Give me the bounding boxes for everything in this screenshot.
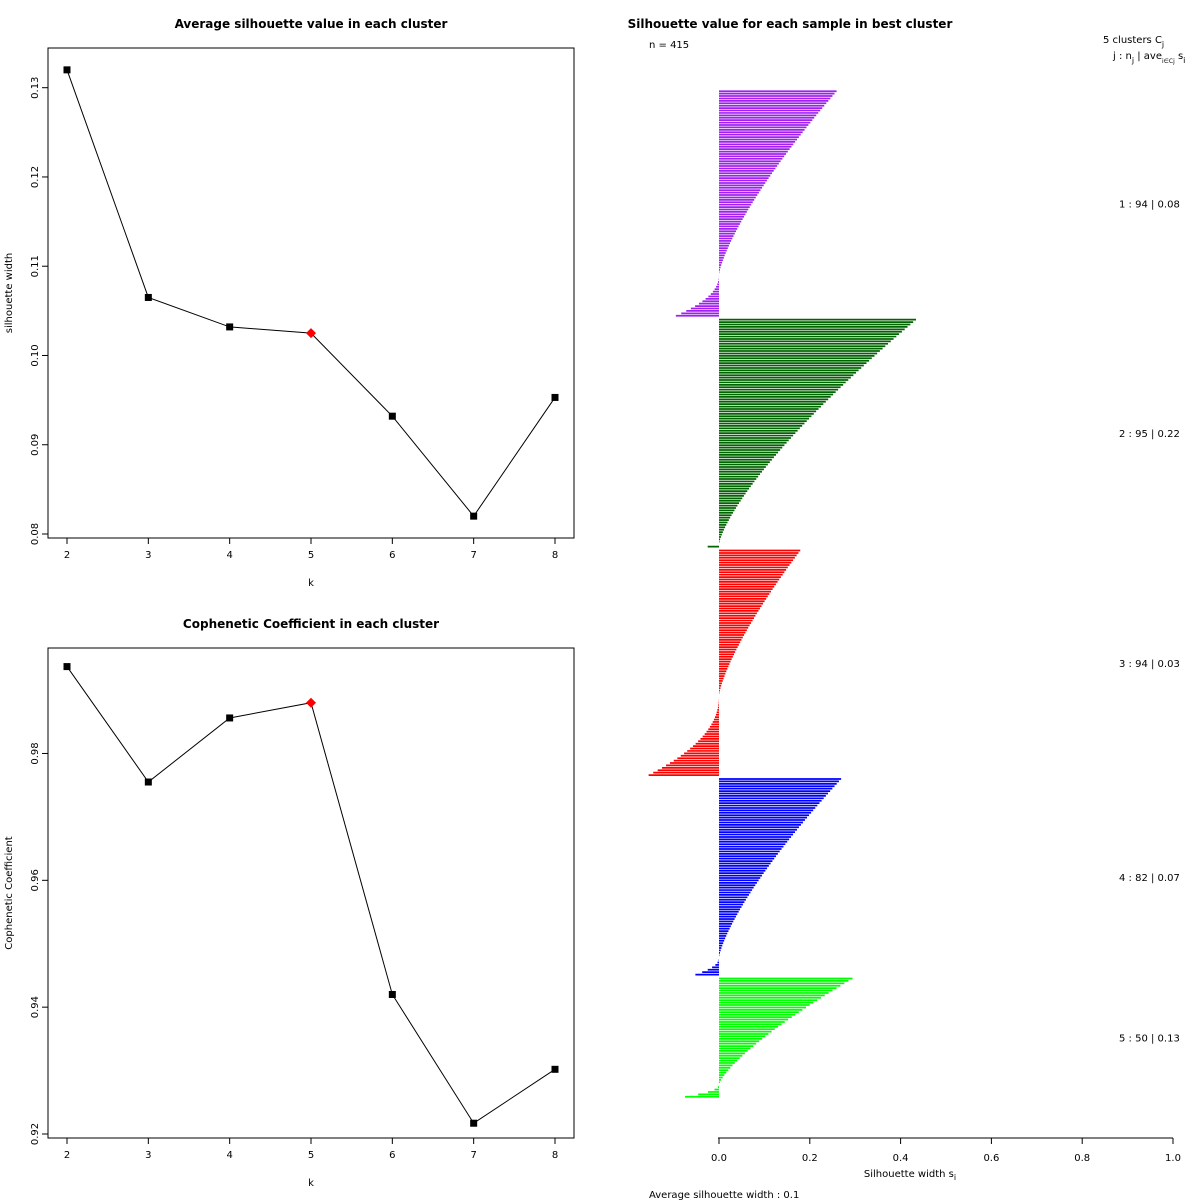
x-tick-label: 3 — [145, 550, 151, 561]
sample-count-label: n = 415 — [649, 40, 689, 51]
x-tick-label: 2 — [64, 550, 70, 561]
data-point-marker — [551, 393, 559, 401]
x-tick-label: 5 — [308, 550, 314, 561]
x-tick-label: 0.0 — [711, 1153, 727, 1164]
y-tick-label: 0.13 — [30, 77, 41, 99]
data-point-marker — [226, 323, 234, 331]
x-tick-label: 0.6 — [983, 1153, 999, 1164]
data-point-marker — [63, 66, 71, 74]
y-tick-label: 0.08 — [30, 523, 41, 545]
cophenetic-y-label: Cophenetic Coefficient — [4, 836, 15, 949]
x-tick-label: 0.8 — [1074, 1153, 1090, 1164]
cophenetic-x-label: k — [308, 1178, 314, 1189]
y-tick-label: 0.10 — [30, 344, 41, 366]
cophenetic-plot-frame — [47, 647, 575, 1139]
silhouette-x-label: k — [308, 578, 314, 589]
x-tick-label: 4 — [226, 1150, 232, 1161]
x-tick-label: 1.0 — [1165, 1153, 1181, 1164]
x-tick-label: 6 — [389, 1150, 395, 1161]
x-tick-label: 4 — [226, 550, 232, 561]
x-tick-label: 7 — [470, 550, 476, 561]
silhouette-sample-title: Silhouette value for each sample in best… — [628, 17, 953, 31]
cophenetic-line-chart: Cophenetic Coefficient in each cluster 2… — [4, 617, 575, 1189]
cluster-summary-label: 1 : 94 | 0.08 — [1119, 199, 1180, 210]
y-tick-label: 0.92 — [30, 1123, 41, 1145]
y-tick-label: 0.96 — [30, 869, 41, 891]
cluster-summary-label: 3 : 94 | 0.03 — [1119, 659, 1180, 670]
data-point-marker — [63, 663, 71, 671]
cophenetic-chart-title: Cophenetic Coefficient in each cluster — [183, 617, 439, 631]
x-tick-label: 0.4 — [893, 1153, 909, 1164]
x-tick-label: 3 — [145, 1150, 151, 1161]
y-tick-label: 0.11 — [30, 255, 41, 277]
silhouette-bar-plot: Silhouette value for each sample in best… — [628, 17, 1186, 1200]
x-tick-label: 7 — [470, 1150, 476, 1161]
x-tick-label: 8 — [552, 1150, 558, 1161]
data-point-marker — [551, 1065, 559, 1073]
data-point-marker — [144, 293, 152, 301]
data-point-marker — [144, 778, 152, 786]
average-silhouette-footer: Average silhouette width : 0.1 — [649, 1190, 799, 1200]
data-point-marker — [388, 412, 396, 420]
cluster-summary-label: 4 : 82 | 0.07 — [1119, 873, 1180, 884]
silhouette-plot-frame — [47, 47, 575, 539]
data-point-marker — [470, 1119, 478, 1127]
x-tick-label: 8 — [552, 550, 558, 561]
silhouette-y-label: silhouette width — [4, 253, 15, 333]
x-tick-label: 2 — [64, 1150, 70, 1161]
series-line — [66, 69, 556, 517]
x-tick-label: 0.2 — [802, 1153, 818, 1164]
cluster-count-header: 5 clusters Cj — [1103, 35, 1164, 49]
y-tick-label: 0.12 — [30, 166, 41, 188]
best-k-marker — [306, 328, 316, 339]
best-k-marker — [306, 697, 316, 708]
y-tick-label: 0.09 — [30, 434, 41, 456]
cluster-column-header: j : nj | avei∈Cj si — [1112, 51, 1185, 65]
silhouette-line-chart: Average silhouette value in each cluster… — [4, 17, 575, 589]
cluster-summary-label: 5 : 50 | 0.13 — [1119, 1034, 1180, 1045]
data-point-marker — [470, 512, 478, 520]
data-point-marker — [226, 714, 234, 722]
x-tick-label: 6 — [389, 550, 395, 561]
y-tick-label: 0.98 — [30, 742, 41, 764]
silhouette-chart-title: Average silhouette value in each cluster — [175, 17, 448, 31]
data-point-marker — [388, 990, 396, 998]
y-tick-label: 0.94 — [30, 996, 41, 1018]
cluster-summary-label: 2 : 95 | 0.22 — [1119, 429, 1180, 440]
series-line — [66, 666, 556, 1124]
x-tick-label: 5 — [308, 1150, 314, 1161]
silhouette-width-axis-label: Silhouette width si — [864, 1169, 956, 1182]
